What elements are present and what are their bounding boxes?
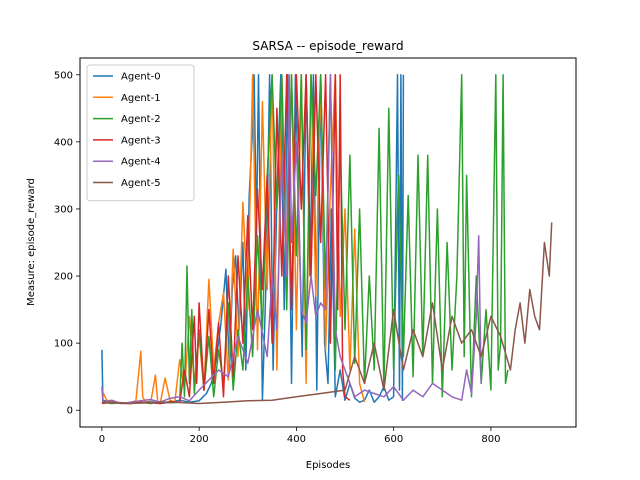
- chart-title: SARSA -- episode_reward: [252, 39, 403, 53]
- x-tick-label: 400: [287, 434, 306, 445]
- series-layer: [101, 74, 553, 405]
- legend-label: Agent-2: [121, 114, 161, 125]
- y-tick-label: 300: [54, 204, 73, 215]
- y-tick-label: 200: [54, 272, 73, 283]
- legend: Agent-0 Agent-1 Agent-2 Agent-3 Agent-4 Agent…: [86, 64, 195, 202]
- series-line-agent-5: [101, 222, 553, 405]
- y-tick-label: 100: [54, 339, 73, 350]
- y-axis-label: Measure: episode_reward: [26, 178, 37, 306]
- y-tick-label: 400: [54, 137, 73, 148]
- legend-label: Agent-0: [121, 72, 161, 83]
- x-axis-label: Episodes: [306, 460, 350, 471]
- x-tick-label: 0: [99, 434, 105, 445]
- y-tick-label: 0: [67, 406, 73, 417]
- x-tick-label: 800: [481, 434, 500, 445]
- axes-frame: [79, 57, 577, 428]
- legend-label: Agent-3: [121, 135, 161, 146]
- plot-area: [79, 57, 577, 428]
- legend-label: Agent-4: [121, 157, 161, 168]
- x-axis-ticks: 0 200 400 600 800: [99, 427, 500, 445]
- series-line-agent-4: [101, 74, 482, 405]
- x-tick-label: 600: [384, 434, 403, 445]
- legend-label: Agent-5: [121, 178, 161, 189]
- y-tick-label: 500: [54, 70, 73, 81]
- legend-frame: [86, 64, 195, 202]
- legend-label: Agent-1: [121, 93, 161, 104]
- x-tick-label: 200: [190, 434, 209, 445]
- y-axis-ticks: 0 100 200 300 400 500: [54, 70, 80, 417]
